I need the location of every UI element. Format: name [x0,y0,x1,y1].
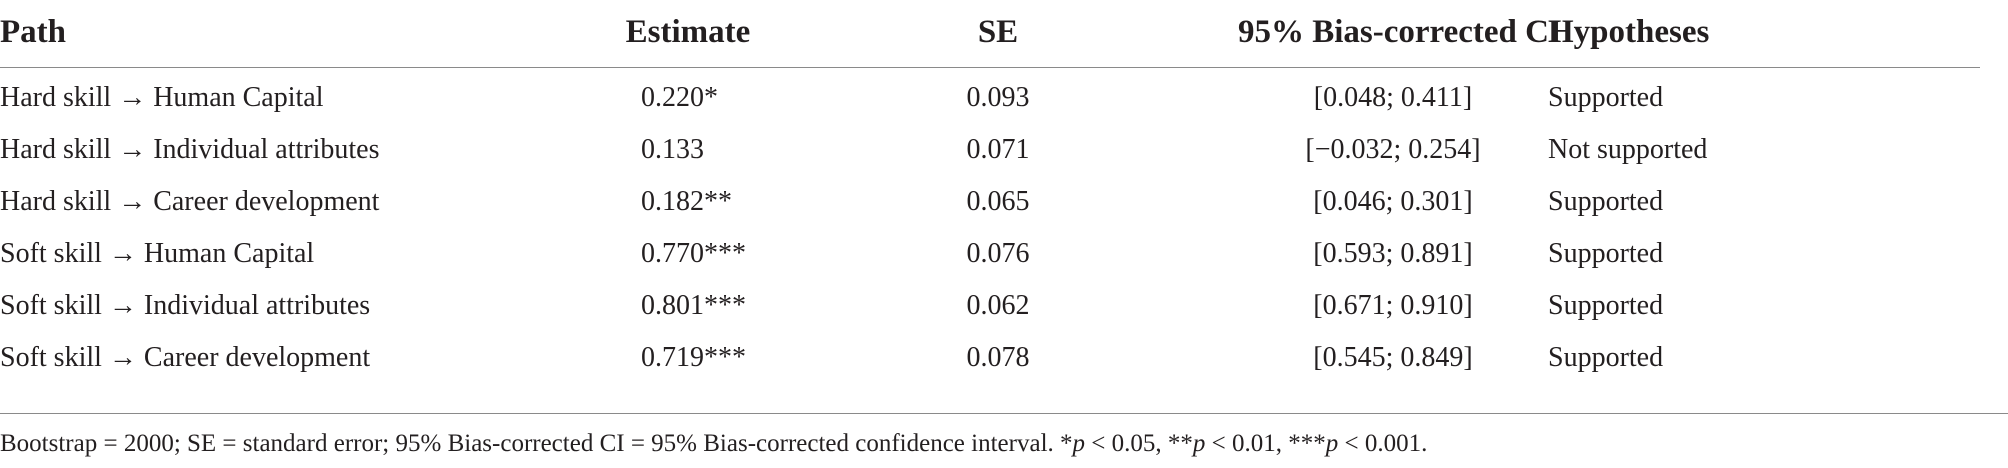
footnote-p-symbol: p [1072,430,1086,457]
cell-ci: [0.671; 0.910] [1313,290,1473,321]
cell-se: 0.078 [966,342,1030,373]
path-estimates-table: Path Estimate SE 95% Bias-corrected CI H… [0,14,1980,384]
cell-path: Soft skill → Individual attributes [0,290,371,321]
header-hypotheses: Hypotheses [1548,14,1710,50]
header-row: Path Estimate SE 95% Bias-corrected CI H… [0,14,1980,68]
header-se: SE [977,14,1019,50]
cell-se: 0.062 [966,290,1030,321]
cell-path: Hard skill → Human Capital [0,82,324,113]
table-row: Hard skill → Individual attributes 0.133… [0,124,1980,176]
cell-ci: [0.545; 0.849] [1313,342,1473,373]
cell-estimate: 0.220* [618,68,758,125]
table-row: Hard skill → Human Capital 0.220* 0.093 … [0,68,1980,125]
cell-hypothesis: Supported [1548,342,1664,373]
cell-path: Soft skill → Career development [0,342,371,373]
header-path: Path [0,14,66,50]
cell-se: 0.093 [966,82,1030,113]
cell-hypothesis: Supported [1548,238,1664,269]
table-row: Soft skill → Career development 0.719***… [0,332,1980,384]
cell-estimate: 0.133 [618,124,758,176]
cell-estimate: 0.801*** [618,280,758,332]
cell-ci: [0.048; 0.411] [1313,82,1473,113]
cell-ci: [−0.032; 0.254] [1305,134,1481,165]
footnote-lead: Bootstrap = 2000; SE = standard error; 9… [0,430,1073,457]
cell-path: Hard skill → Career development [0,186,380,217]
cell-se: 0.071 [966,134,1030,165]
estimate-value: 0.719*** [641,342,746,373]
header-estimate: Estimate [625,14,751,50]
table-row: Hard skill → Career development 0.182** … [0,176,1980,228]
cell-hypothesis: Not supported [1548,134,1708,165]
estimate-value: 0.220* [641,82,718,113]
estimate-value: 0.770*** [641,238,746,269]
estimate-value: 0.182** [641,186,732,217]
table-footnote: Bootstrap = 2000; SE = standard error; 9… [0,430,1427,458]
table-row: Soft skill → Human Capital 0.770*** 0.07… [0,228,1980,280]
header-ci: 95% Bias-corrected CI [1238,14,1562,50]
table-body: Hard skill → Human Capital 0.220* 0.093 … [0,68,1980,385]
cell-path: Hard skill → Individual attributes [0,134,380,165]
cell-path: Soft skill → Human Capital [0,238,315,269]
table-row: Soft skill → Individual attributes 0.801… [0,280,1980,332]
cell-hypothesis: Supported [1548,186,1664,217]
cell-estimate: 0.770*** [618,228,758,280]
cell-estimate: 0.719*** [618,332,758,384]
footnote-threshold-1: < 0.05, ** [1085,430,1193,457]
cell-se: 0.065 [966,186,1030,217]
cell-ci: [0.593; 0.891] [1313,238,1473,269]
cell-estimate: 0.182** [618,176,758,228]
footnote-divider [0,413,2008,414]
footnote-threshold-3: < 0.001. [1338,430,1428,457]
footnote-threshold-2: < 0.01, *** [1205,430,1326,457]
cell-se: 0.076 [966,238,1030,269]
footnote-p-symbol: p [1192,430,1206,457]
estimate-value: 0.133 [641,134,704,165]
cell-hypothesis: Supported [1548,82,1664,113]
table-header: Path Estimate SE 95% Bias-corrected CI H… [0,14,1980,68]
estimate-value: 0.801*** [641,290,746,321]
cell-hypothesis: Supported [1548,290,1664,321]
cell-ci: [0.046; 0.301] [1313,186,1473,217]
footnote-p-symbol: p [1325,430,1339,457]
